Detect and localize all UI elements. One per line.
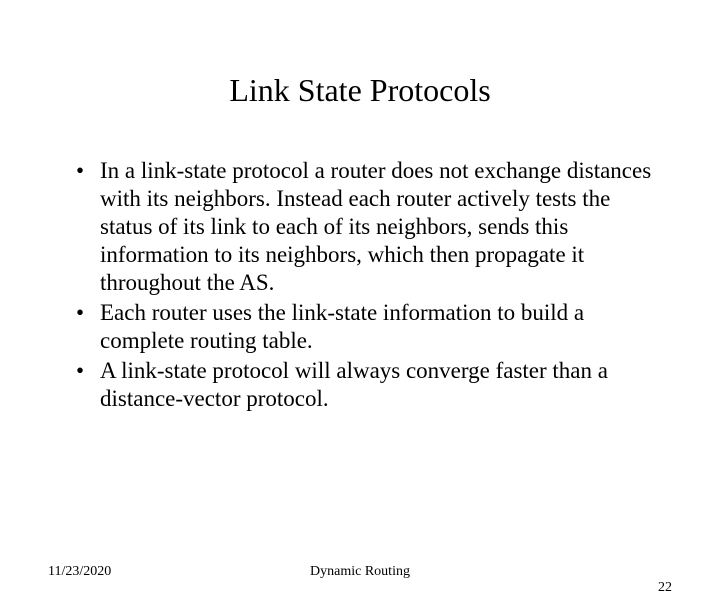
slide: Link State Protocols In a link-state pro… <box>0 72 720 612</box>
footer-page-number: 22 <box>658 580 672 596</box>
list-item: In a link-state protocol a router does n… <box>72 157 660 297</box>
slide-title: Link State Protocols <box>0 72 720 109</box>
list-item: A link-state protocol will always conver… <box>72 357 660 413</box>
footer-date: 11/23/2020 <box>48 564 111 580</box>
list-item: Each router uses the link-state informat… <box>72 299 660 355</box>
bullet-list: In a link-state protocol a router does n… <box>72 157 660 413</box>
slide-footer: 11/23/2020 Dynamic Routing 22 <box>0 564 720 580</box>
slide-content: In a link-state protocol a router does n… <box>72 157 660 413</box>
